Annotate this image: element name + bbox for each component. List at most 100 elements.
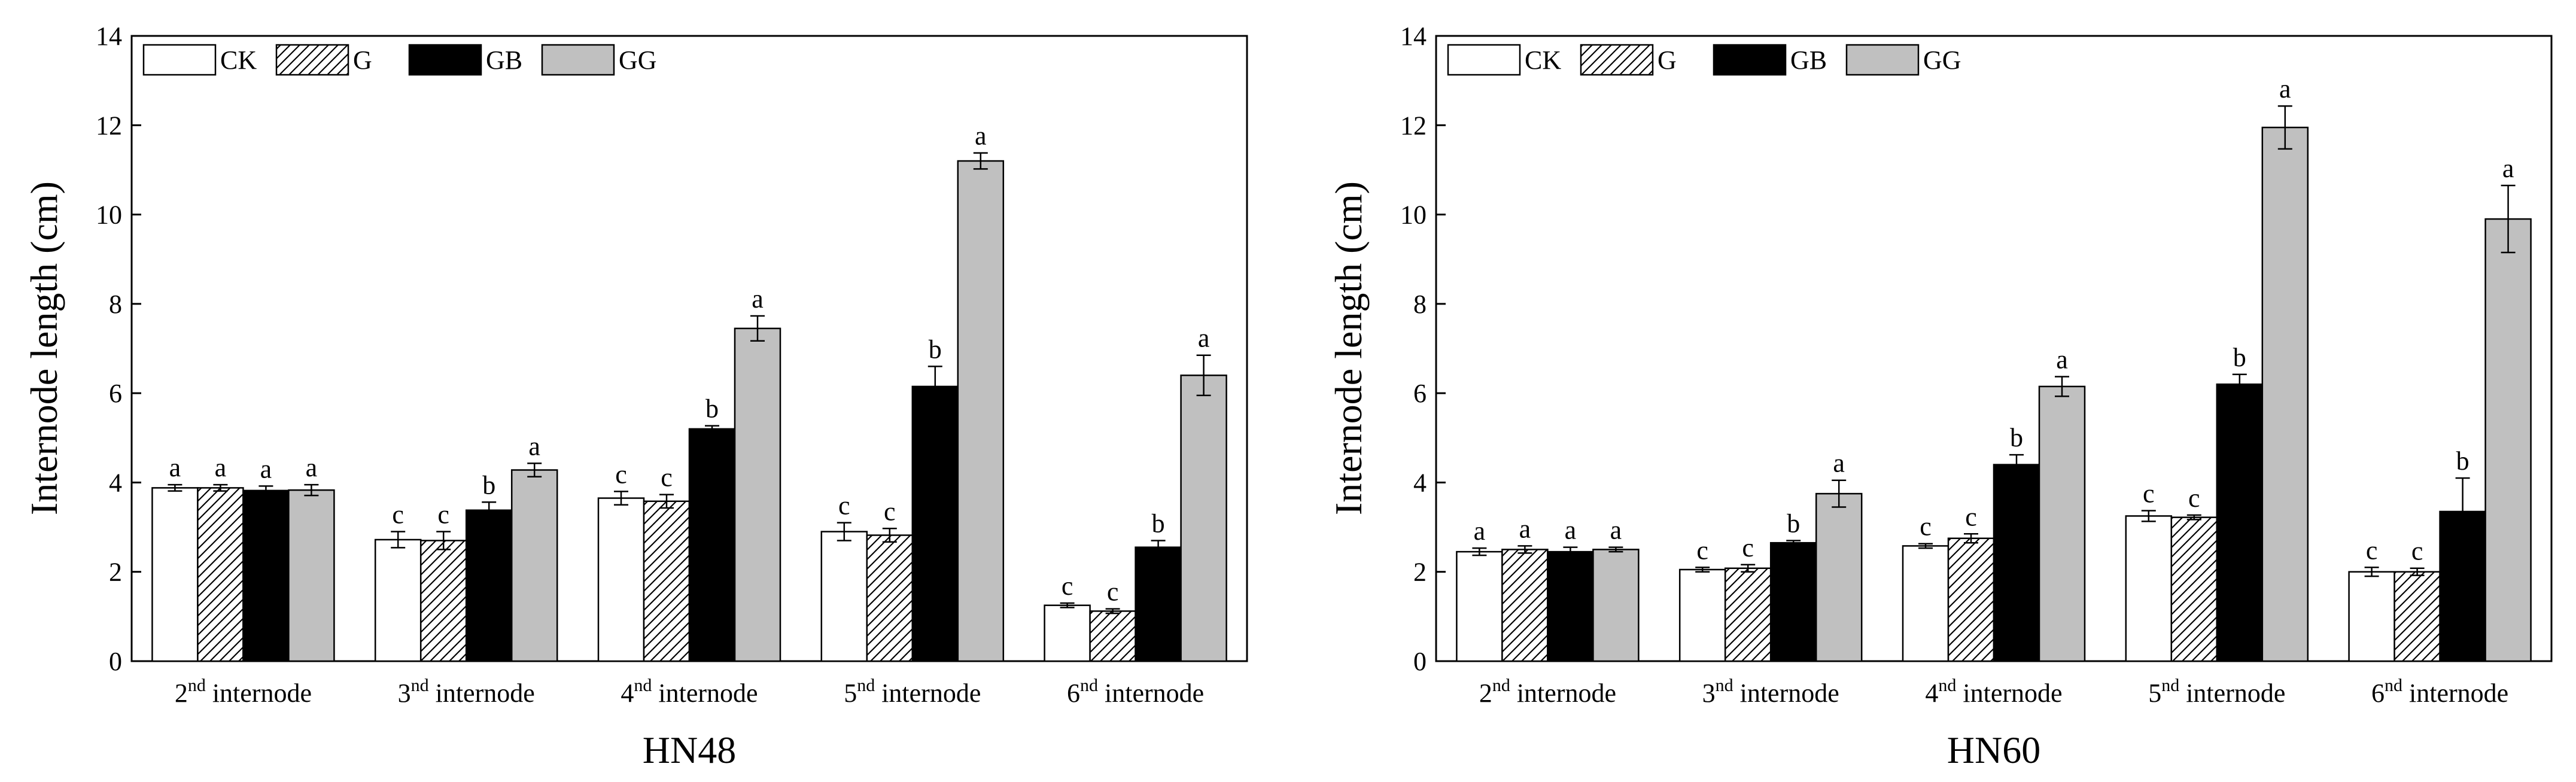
- significance-letter: a: [169, 453, 181, 482]
- x-category-superscript: nd: [1080, 675, 1098, 695]
- significance-letter: a: [1833, 449, 1845, 478]
- error-bar: [973, 152, 988, 170]
- bar-gg: [2261, 126, 2309, 662]
- bar-g: [1724, 567, 1772, 662]
- bar-ck: [2348, 571, 2395, 662]
- significance-letter: a: [2502, 154, 2514, 183]
- legend-swatch: [275, 44, 349, 76]
- bar-gb: [242, 489, 290, 662]
- bar-ck: [151, 487, 199, 662]
- bar-ck: [597, 497, 645, 662]
- error-bar: [391, 531, 406, 549]
- bar-gg: [1815, 492, 1863, 662]
- y-tick-label: 10: [1400, 200, 1427, 230]
- x-category-number: 2: [1479, 678, 1492, 708]
- y-axis: 0 2 4 6 8 10 12 14: [96, 22, 141, 676]
- panel-title: HN48: [643, 729, 736, 771]
- x-category-superscript: nd: [2385, 675, 2402, 695]
- x-category-text: internode: [206, 678, 312, 708]
- error-bar: [1517, 545, 1532, 554]
- significance-letter: c: [2411, 537, 2423, 566]
- x-category-text: internode: [1510, 678, 1616, 708]
- bar-ck: [1456, 550, 1503, 662]
- significance-letter: b: [482, 470, 495, 500]
- significance-letter: c: [615, 460, 627, 489]
- significance-letter: b: [1787, 509, 1800, 538]
- y-tick-label: 2: [1413, 558, 1427, 587]
- significance-letter: b: [929, 334, 942, 364]
- x-category-superscript: nd: [1716, 675, 1733, 695]
- significance-letter: a: [975, 121, 987, 151]
- x-category-superscript: nd: [857, 675, 875, 695]
- bar-gb: [1135, 546, 1182, 662]
- y-tick-label: 2: [109, 558, 122, 587]
- significance-letter: b: [1152, 509, 1165, 538]
- error-bar: [1695, 567, 1710, 573]
- significance-letter: c: [392, 500, 404, 530]
- error-bar: [1918, 543, 1933, 549]
- error-bar: [659, 494, 674, 509]
- error-bar: [2501, 184, 2516, 254]
- x-category-number: 6: [2371, 678, 2385, 708]
- bar-gg: [1592, 549, 1640, 662]
- x-category-label: 2nd internode: [175, 675, 312, 708]
- significance-letter: c: [1107, 577, 1119, 607]
- error-bar: [705, 425, 719, 433]
- x-category-label: 3nd internode: [398, 675, 535, 708]
- bar-gb: [1993, 464, 2040, 662]
- legend-label: CK: [1525, 45, 1561, 75]
- bar-gg: [957, 160, 1005, 662]
- x-category-text: internode: [652, 678, 758, 708]
- y-tick-label: 0: [109, 647, 122, 676]
- x-category-superscript: nd: [2161, 675, 2179, 695]
- y-tick-label: 8: [1413, 290, 1427, 319]
- legend-label: CK: [220, 45, 257, 75]
- significance-letter: a: [2279, 74, 2291, 104]
- significance-letter: a: [215, 453, 227, 482]
- x-category-number: 2: [175, 678, 188, 708]
- x-category-superscript: nd: [634, 675, 652, 695]
- error-bar: [2232, 373, 2247, 395]
- bar-g: [1089, 610, 1136, 662]
- x-axis: 2nd internode 3nd internode 4nd internode 5…: [1479, 675, 2508, 708]
- x-category-text: internode: [1098, 678, 1204, 708]
- legend-item-gb: GB: [408, 44, 522, 76]
- legend-item-ck: CK: [142, 44, 257, 76]
- x-category-text: internode: [875, 678, 981, 708]
- y-tick-label: 0: [1413, 647, 1427, 676]
- x-axis: 2nd internode 3nd internode 4nd internode 5…: [175, 675, 1204, 708]
- bar-ck: [374, 538, 422, 662]
- x-category-number: 5: [2148, 678, 2161, 708]
- legend-swatch: [1845, 44, 1920, 76]
- significance-letter: a: [306, 453, 318, 482]
- x-category-label: 6nd internode: [2371, 675, 2508, 708]
- y-tick-label: 10: [96, 200, 122, 230]
- significance-letter: b: [2233, 343, 2246, 372]
- significance-letter: c: [1920, 512, 1932, 541]
- bar-gb: [1769, 541, 1817, 662]
- significance-letter: b: [705, 394, 719, 424]
- bar-ck: [820, 531, 868, 662]
- bar-gb: [2216, 383, 2264, 662]
- x-category-superscript: nd: [1492, 675, 1510, 695]
- x-category-number: 3: [1702, 678, 1716, 708]
- legend-label: G: [353, 45, 372, 75]
- significance-letter: c: [2188, 483, 2200, 513]
- x-category-superscript: nd: [1938, 675, 1956, 695]
- y-axis: 0 2 4 6 8 10 12 14: [1400, 22, 1446, 676]
- significance-letter: a: [2056, 345, 2068, 375]
- bar-ck: [1678, 568, 1726, 662]
- error-bar: [1741, 564, 1756, 573]
- y-tick-label: 6: [109, 379, 122, 408]
- y-tick-label: 4: [1413, 468, 1427, 497]
- bar-g: [197, 487, 244, 662]
- significance-letter: a: [528, 431, 540, 461]
- error-bar: [1472, 547, 1487, 556]
- error-bar: [2055, 376, 2069, 397]
- y-tick-label: 8: [109, 290, 122, 319]
- x-category-text: internode: [1733, 678, 1839, 708]
- bar-gg: [510, 469, 558, 662]
- bar-group: a a a a c c b a c c b a c c b a c c b a: [1456, 74, 2532, 662]
